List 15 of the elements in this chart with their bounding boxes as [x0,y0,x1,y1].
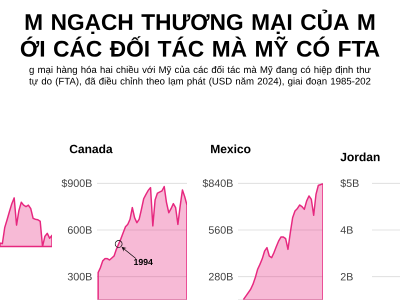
text: g mại hàng hóa hai chiều với Mỹ của các đối tác mà Mỹ đang có hiệp định thư tự do (FTA), đã điều chỉnh theo lạm phát (USD năm 2024), giai đoạn 1985-202 [29,66,371,86]
y-tick-label: $900B [62,178,92,188]
text: Jordan [340,152,380,162]
y-tick-label: 600B [68,226,92,234]
y-tick-label: 300B [68,272,92,280]
text: 2B [340,272,353,280]
text: M NGẠCH THƯƠNG MẠI CỦA M ỚI CÁC ĐỐI TÁC MÀ MỸ CÓ FTA [20,10,380,57]
annotation: 1994 [134,258,153,266]
y-tick-label: 280B [208,272,233,280]
chart-title: Canada [70,144,113,154]
y-tick-label: 560B [208,226,233,234]
text: 4B [340,226,353,234]
y-tick-label: $840B [202,178,233,188]
text: $5B [340,178,359,188]
chart-title: Mexico [211,144,250,154]
